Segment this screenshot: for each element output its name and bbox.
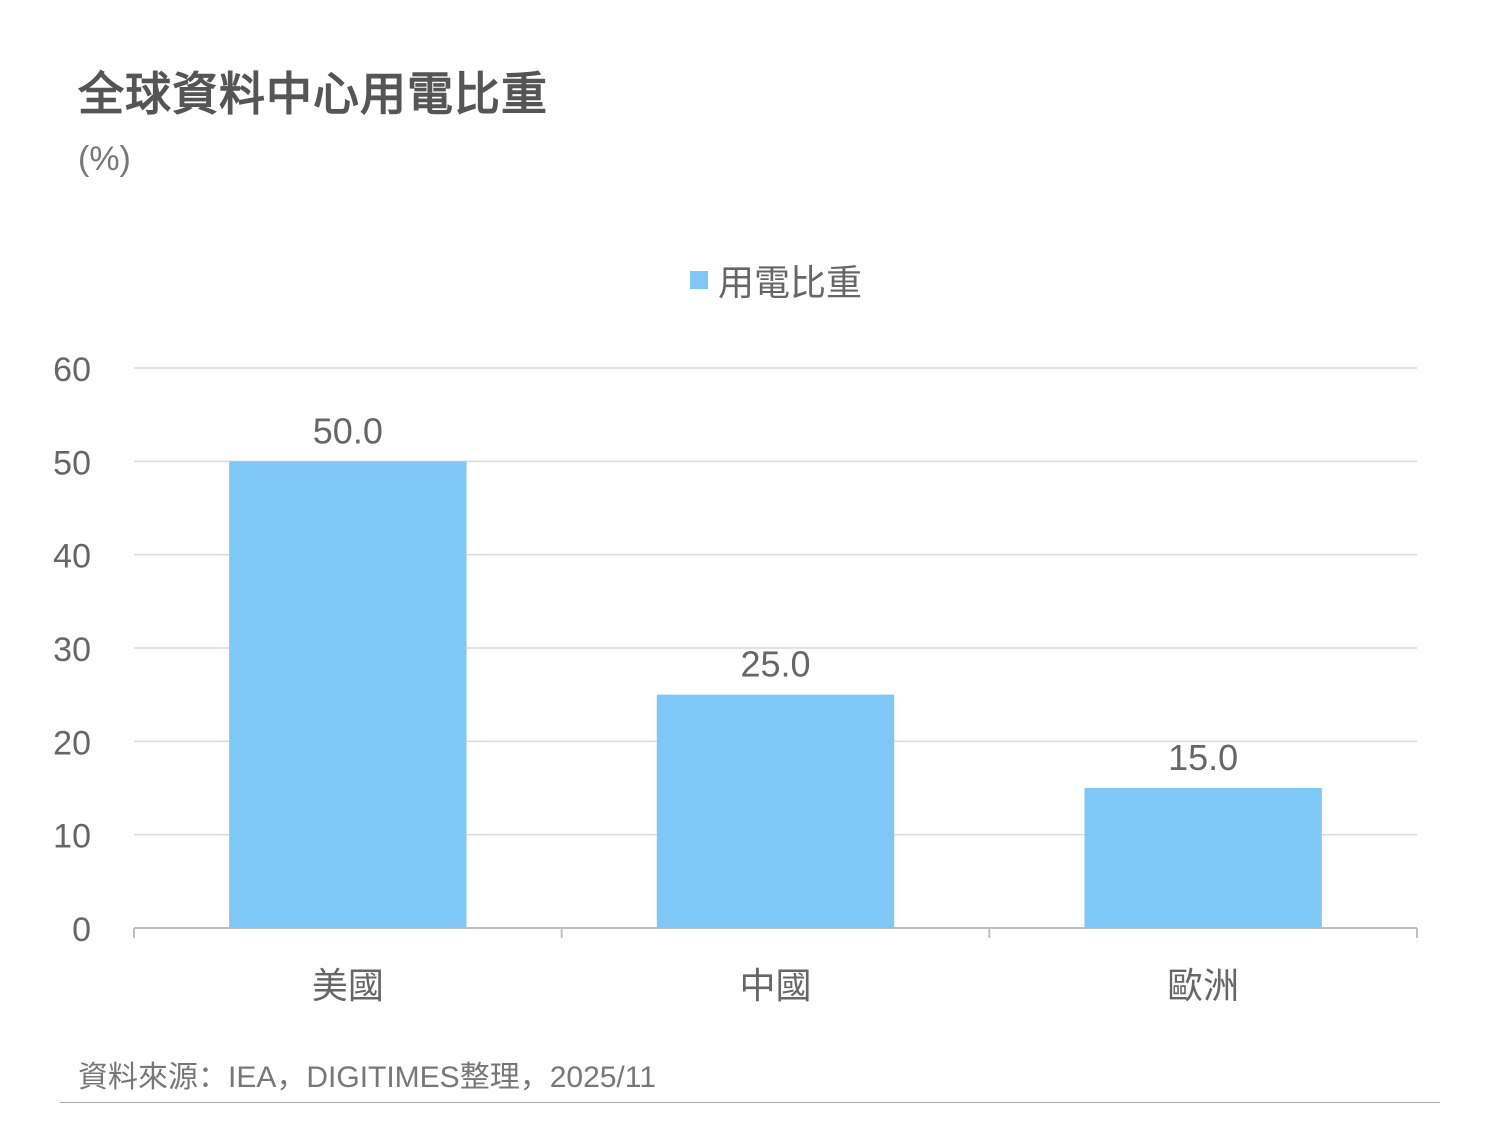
chart-title: 全球資料中心用電比重	[78, 68, 548, 120]
data-label: 50.0	[313, 410, 383, 451]
x-tick-label: 歐洲	[1167, 965, 1239, 1006]
data-label: 25.0	[740, 644, 810, 685]
bar	[656, 694, 895, 928]
y-tick-label: 50	[53, 444, 91, 482]
legend-label: 用電比重	[718, 262, 863, 303]
legend-swatch	[690, 271, 708, 289]
y-tick-label: 20	[53, 724, 91, 762]
bar	[1084, 788, 1322, 928]
legend: 用電比重	[690, 258, 862, 303]
unit-label: (%)	[78, 140, 131, 178]
y-tick-label: 10	[53, 818, 91, 856]
footer-divider	[60, 1102, 1440, 1103]
source-note: 資料來源：IEA，DIGITIMES整理，2025/11	[78, 1061, 656, 1094]
y-tick-label: 30	[53, 631, 91, 669]
bar	[229, 461, 467, 928]
y-tick-label: 40	[53, 538, 91, 576]
data-label: 15.0	[1168, 737, 1238, 778]
x-tick-label: 美國	[312, 965, 384, 1006]
x-tick-label: 中國	[739, 965, 811, 1006]
y-tick-label: 60	[53, 351, 91, 389]
y-tick-label: 0	[72, 911, 91, 949]
